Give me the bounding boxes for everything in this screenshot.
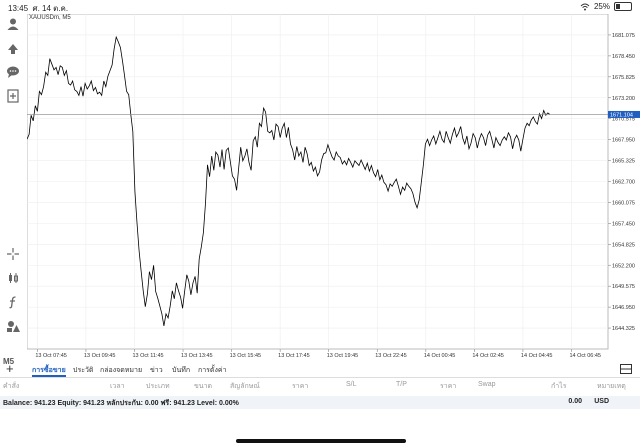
home-indicator xyxy=(236,439,406,443)
x-tick-label: 14 Oct 04:45 xyxy=(521,353,553,359)
terminal-tabs: + การซื้อขาย ประวัติ กล่องจดหมาย ข่าว บั… xyxy=(0,361,640,378)
x-tick-label: 13 Oct 13:45 xyxy=(181,353,213,359)
y-tick-label: 1665.325 xyxy=(612,159,635,165)
tab-history[interactable]: ประวัติ xyxy=(73,367,94,374)
battery-icon xyxy=(614,2,632,11)
y-tick-label: 1657.450 xyxy=(612,221,635,227)
y-tick-label: 1681.075 xyxy=(612,33,635,39)
balance-row: Balance: 941.23 Equity: 941.23 หลักประกั… xyxy=(0,396,640,409)
y-tick-label: 1649.575 xyxy=(612,284,635,290)
account-icon[interactable] xyxy=(5,16,21,32)
tab-journal[interactable]: บันทึก xyxy=(172,367,191,374)
status-right: 25% xyxy=(580,2,632,11)
y-tick-label: 1667.950 xyxy=(612,138,635,144)
orders-table-header: คำสั่ง เวลา ประเภท ขนาด สัญลักษณ์ ราคา S… xyxy=(0,380,640,392)
tab-news[interactable]: ข่าว xyxy=(150,367,163,374)
status-bar: 13:45 ศ. 14 ต.ค. 25% xyxy=(0,0,640,14)
col-profit: กำไร xyxy=(551,383,567,390)
price-line xyxy=(26,35,551,326)
tab-trade[interactable]: การซื้อขาย xyxy=(32,367,66,374)
y-tick-label: 1673.200 xyxy=(612,96,635,102)
col-price: ราคา xyxy=(292,383,309,390)
split-view-icon[interactable] xyxy=(620,364,632,376)
balance-summary: Balance: 941.23 Equity: 941.23 หลักประกั… xyxy=(3,400,239,407)
col-comment: หมายเหตุ xyxy=(597,383,626,390)
col-volume: ขนาด xyxy=(194,383,213,390)
timeframe-button[interactable]: M5 xyxy=(3,357,15,366)
col-tp: T/P xyxy=(396,381,407,388)
col-type: ประเภท xyxy=(146,383,170,390)
col-swap: Swap xyxy=(478,381,496,388)
y-tick-label: 1660.075 xyxy=(612,200,635,206)
current-price-tag xyxy=(608,110,640,118)
indicators-icon[interactable] xyxy=(5,294,21,310)
x-tick-label: 14 Oct 00:45 xyxy=(424,353,456,359)
x-tick-label: 13 Oct 15:45 xyxy=(230,353,262,359)
chart-toolbar: M5 xyxy=(0,14,26,366)
y-tick-label: 1654.825 xyxy=(612,242,635,248)
x-tick-label: 13 Oct 11:45 xyxy=(132,353,163,359)
chart-type-icon[interactable] xyxy=(5,270,21,286)
crosshair-icon[interactable] xyxy=(5,246,21,262)
x-tick-label: 14 Oct 02:45 xyxy=(472,353,504,359)
total-profit: 0.00 xyxy=(568,398,582,405)
y-tick-label: 1646.950 xyxy=(612,305,635,311)
y-tick-label: 1652.200 xyxy=(612,263,635,269)
new-order-icon[interactable] xyxy=(5,88,21,104)
trade-arrows-icon[interactable] xyxy=(5,40,21,56)
x-tick-label: 14 Oct 06:45 xyxy=(569,353,601,359)
status-time: 13:45 ศ. 14 ต.ค. xyxy=(8,4,69,13)
battery-percent: 25% xyxy=(593,2,610,11)
x-tick-label: 13 Oct 07:45 xyxy=(35,353,67,359)
y-tick-label: 1675.825 xyxy=(612,75,635,81)
price-chart[interactable]: 1681.075 1678.450 1675.825 1673.200 1670.575… xyxy=(26,13,640,359)
col-symbol: สัญลักษณ์ xyxy=(230,383,260,390)
tab-mailbox[interactable]: กล่องจดหมาย xyxy=(100,367,143,374)
status-date: ศ. 14 ต.ค. xyxy=(32,4,69,13)
x-tick-label: 13 Oct 19:45 xyxy=(327,353,359,359)
y-tick-label: 1662.700 xyxy=(612,180,635,186)
objects-icon[interactable] xyxy=(5,318,21,334)
y-tick-label: 1670.575 xyxy=(612,117,635,123)
col-order: คำสั่ง xyxy=(3,383,20,390)
tab-active-indicator xyxy=(32,375,66,377)
col-current-price: ราคา xyxy=(440,383,457,390)
col-sl: S/L xyxy=(346,381,357,388)
y-tick-label: 1678.450 xyxy=(612,54,635,60)
wifi-icon xyxy=(580,3,590,10)
y-tick-label: 1644.325 xyxy=(612,326,635,332)
x-tick-label: 13 Oct 22:45 xyxy=(375,353,407,359)
account-currency: USD xyxy=(594,398,609,405)
x-tick-label: 13 Oct 09:45 xyxy=(84,353,116,359)
add-icon[interactable]: + xyxy=(6,361,14,376)
chat-icon[interactable] xyxy=(5,64,21,80)
col-time: เวลา xyxy=(110,383,125,390)
current-price-label: 1671.104 xyxy=(610,112,633,118)
x-tick-label: 13 Oct 17:45 xyxy=(278,353,310,359)
tab-settings[interactable]: การตั้งค่า xyxy=(198,367,227,374)
price-chart-svg: 1681.075 1678.450 1675.825 1673.200 1670.575… xyxy=(26,13,640,359)
symbol-label: XAUUSDm, M5 xyxy=(29,15,71,21)
